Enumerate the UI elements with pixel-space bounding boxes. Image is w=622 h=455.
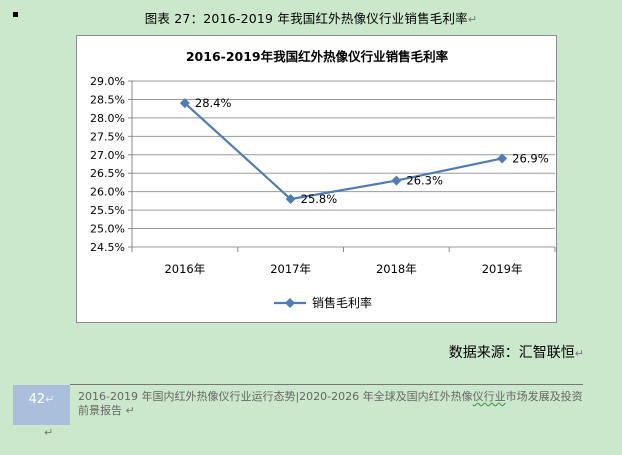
page-number-box: 42↵ <box>13 385 70 425</box>
y-tick-label: 26.0% <box>90 186 125 199</box>
data-label: 28.4% <box>195 96 232 110</box>
paragraph-mark-icon: ↵ <box>467 13 478 26</box>
x-tick-label: 2019年 <box>482 262 523 276</box>
source-text: 数据来源：汇智联恒 <box>448 345 575 361</box>
legend-marker <box>285 298 295 308</box>
source-note: 数据来源：汇智联恒↵ <box>449 342 584 362</box>
footer-text-spellcheck: 仪行业 <box>472 390 506 403</box>
footer-running-title: 2016-2019 年国内红外热像仪行业运行态势|2020-2026 年全球及国… <box>78 390 588 418</box>
data-label: 25.8% <box>301 192 338 206</box>
line-chart: 2016-2019年我国红外热像仪行业销售毛利率 24.5% 25.0% 25.5%… <box>90 49 556 310</box>
footer-text-part2: 市场发展及投资前景报告 <box>78 390 583 417</box>
y-tick-label: 26.5% <box>90 167 125 180</box>
chart-container: 2016-2019年我国红外热像仪行业销售毛利率 24.5% 25.0% 25.5%… <box>76 35 557 323</box>
chart-gridlines <box>128 80 556 252</box>
x-tick-label: 2017年 <box>270 262 311 276</box>
y-tick-label: 24.5% <box>90 241 125 254</box>
data-label: 26.9% <box>512 151 549 165</box>
list-bullet <box>13 12 18 17</box>
y-tick-label: 27.5% <box>90 130 125 143</box>
y-tick-label: 29.0% <box>90 75 125 88</box>
chart-title: 2016-2019年我国红外热像仪行业销售毛利率 <box>186 49 449 64</box>
y-tick-label: 25.0% <box>90 223 125 236</box>
paragraph-mark-icon: ↵ <box>45 393 55 406</box>
chart-legend: 销售毛利率 <box>274 295 372 310</box>
paragraph-mark-icon: ↵ <box>122 404 135 417</box>
y-tick-label: 25.5% <box>90 204 125 217</box>
page-number: 42 <box>28 392 46 407</box>
data-point <box>285 194 296 205</box>
series-line <box>184 102 503 201</box>
y-tick-label: 27.0% <box>90 149 125 162</box>
footer-divider <box>70 384 583 385</box>
x-axis-ticks: 2016年 2017年 2018年 2019年 <box>164 262 522 276</box>
figure-caption: 图表 27：2016-2019 年我国红外热像仪行业销售毛利率↵ <box>0 8 622 27</box>
x-tick-label: 2016年 <box>164 262 205 276</box>
data-label: 26.3% <box>406 174 443 188</box>
paragraph-mark-icon: ↵ <box>44 426 54 439</box>
figure-caption-text: 图表 27：2016-2019 年我国红外热像仪行业销售毛利率 <box>144 11 468 26</box>
footer-text-part1: 2016-2019 年国内红外热像仪行业运行态势|2020-2026 年全球及国… <box>78 390 473 403</box>
data-point <box>179 98 190 109</box>
y-tick-label: 28.5% <box>90 93 125 106</box>
chart-series: 28.4% 25.8% 26.3% 26.9% <box>179 96 549 206</box>
y-tick-label: 28.0% <box>90 112 125 125</box>
data-point <box>497 153 508 164</box>
data-point <box>391 175 402 186</box>
legend-label: 销售毛利率 <box>312 295 372 310</box>
y-axis-ticks: 24.5% 25.0% 25.5% 26.0% 26.5% 27.0% 27.5% 28.0%… <box>90 75 125 254</box>
x-tick-label: 2018年 <box>376 262 417 276</box>
paragraph-mark-icon: ↵ <box>574 347 584 360</box>
